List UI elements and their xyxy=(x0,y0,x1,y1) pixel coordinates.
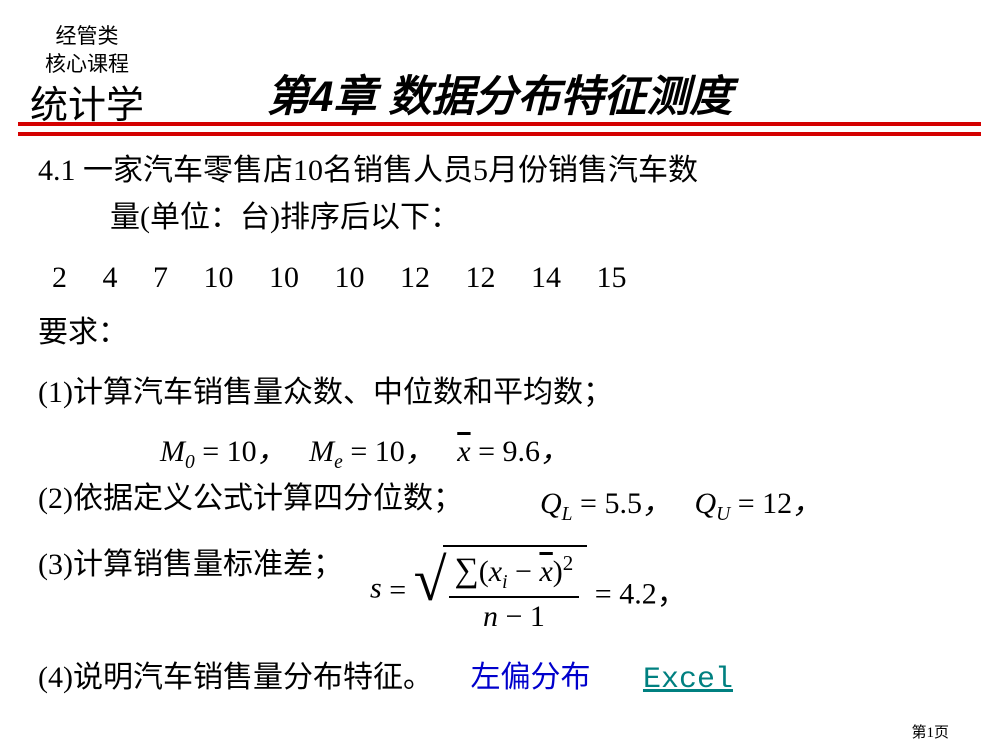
item-4: (4)说明汽车销售量分布特征。 左偏分布 Excel xyxy=(38,655,969,704)
divider-bottom xyxy=(18,132,981,136)
item-1: (1)计算汽车销售量众数、中位数和平均数； xyxy=(38,370,969,417)
f3-sqrt: √ ∑(xi − x)2 n − 1 xyxy=(414,545,588,636)
item-2: (2)依据定义公式计算四分位数； xyxy=(38,476,969,523)
excel-link[interactable]: Excel xyxy=(643,663,733,697)
question-line1: 4.1 一家汽车零售店10名销售人员5月份销售汽车数 xyxy=(38,154,698,187)
divider-top xyxy=(18,122,981,126)
item4-text: (4)说明汽车销售量分布特征。 xyxy=(38,661,433,694)
requirements-label: 要求： xyxy=(38,310,969,357)
page-number: 第1页 xyxy=(911,721,949,742)
chapter-title: 第4章 数据分布特征测度 xyxy=(0,62,999,124)
formula-1: M0 = 10， Me = 10， x = 9.6， xyxy=(160,426,570,474)
question-line2: 量(单位：台)排序后以下： xyxy=(38,195,969,242)
f2-ql: QL = 5.5， xyxy=(540,487,672,520)
question-text: 4.1 一家汽车零售店10名销售人员5月份销售汽车数 量(单位：台)排序后以下： xyxy=(38,148,969,241)
answer-4: 左偏分布 xyxy=(470,661,590,694)
f1-xbar: x = 9.6， xyxy=(457,435,570,468)
f3-s: s xyxy=(370,571,382,604)
formula-3: s = √ ∑(xi − x)2 n − 1 = 4.2， xyxy=(370,545,687,636)
f1-m0: M0 = 10， xyxy=(160,435,287,468)
f3-fraction: ∑(xi − x)2 n − 1 xyxy=(449,551,580,634)
f1-me: Me = 10， xyxy=(309,435,435,468)
data-values: 2 4 7 10 10 10 12 12 14 15 xyxy=(52,255,969,302)
formula-2: QL = 5.5， QU = 12， xyxy=(540,478,822,526)
corner-line1: 经管类 xyxy=(30,22,144,50)
f2-qu: QU = 12， xyxy=(694,487,822,520)
